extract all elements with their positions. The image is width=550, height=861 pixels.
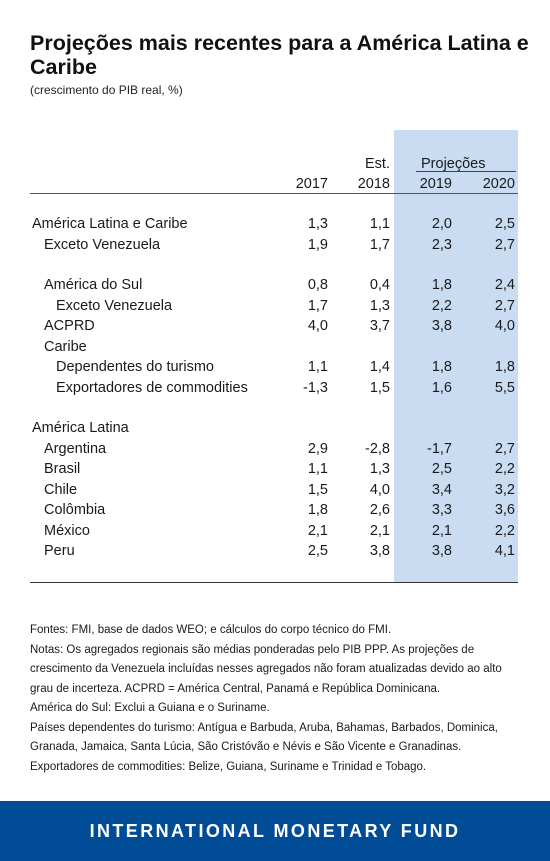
bottom-rule (30, 582, 518, 583)
row-value: 1,7 (369, 236, 390, 253)
row-value: 2,3 (431, 236, 452, 253)
row-value: 2,4 (494, 277, 515, 293)
row-value: 3,7 (369, 318, 390, 334)
row-value: 2,0 (431, 216, 452, 232)
row-value: 0,4 (369, 277, 390, 293)
chart-subtitle: (crescimento do PIB real, %) (30, 83, 183, 97)
row-label: Chile (44, 481, 78, 498)
row-value: 1,3 (369, 461, 390, 477)
chart-title: Projeções mais recentes para a América L… (30, 31, 529, 79)
note-south-america: América do Sul: Exclui a Guiana e o Suri… (30, 702, 270, 714)
row-label: Argentina (44, 440, 107, 457)
row-label: América Latina (32, 420, 129, 436)
row-value: 2,6 (369, 502, 390, 518)
row-label: México (44, 522, 90, 539)
projections-underline (416, 171, 516, 172)
row-value: 1,3 (369, 297, 390, 314)
row-label: América do Sul (44, 277, 143, 293)
source-notes: Fontes: FMI, base de dados WEO; e cálcul… (30, 621, 525, 777)
imf-footer-banner: INTERNATIONAL MONETARY FUND (0, 801, 550, 861)
row-label: Exceto Venezuela (44, 236, 161, 253)
row-value: 2,1 (369, 522, 390, 539)
row-value: -1,3 (303, 379, 328, 396)
row-label: Peru (44, 543, 75, 559)
row-value: 1,3 (307, 216, 328, 232)
projection-columns-shade (394, 130, 518, 583)
row-value: 1,1 (307, 359, 328, 375)
row-value: 3,8 (369, 543, 390, 559)
row-label: ACPRD (44, 318, 95, 334)
row-label: Colômbia (44, 502, 106, 518)
row-value: 2,5 (307, 543, 328, 559)
projections-table: Est. Projeções 2017 2018 2019 2020 Améri… (30, 130, 520, 583)
header-year-2018: 2018 (357, 176, 390, 192)
header-projections-label: Projeções (421, 156, 486, 172)
row-value: 1,8 (431, 359, 452, 375)
row-value: 4,0 (494, 318, 515, 334)
row-value: 1,8 (494, 359, 515, 375)
row-value: 5,5 (494, 379, 515, 396)
row-label: Exportadores de commodities (56, 379, 248, 396)
row-value: 1,9 (307, 236, 328, 253)
row-value: 2,2 (494, 461, 515, 477)
row-value: 1,1 (307, 461, 328, 477)
row-value: 2,7 (494, 297, 515, 314)
row-value: 4,1 (494, 543, 515, 559)
row-value: 1,1 (369, 216, 390, 232)
row-value: 1,4 (369, 359, 390, 375)
row-value: 2,5 (494, 216, 515, 232)
note-aggregates: Notas: Os agregados regionais são médias… (30, 643, 502, 695)
row-label: América Latina e Caribe (32, 216, 188, 232)
row-value: 2,7 (494, 440, 515, 457)
row-value: 2,9 (307, 440, 328, 457)
row-value: 2,7 (494, 236, 515, 253)
header-year-2019: 2019 (419, 176, 452, 192)
row-value: -2,8 (365, 440, 390, 457)
row-label: Caribe (44, 338, 87, 355)
row-label: Exceto Venezuela (56, 297, 173, 314)
note-sources: Fontes: FMI, base de dados WEO; e cálcul… (30, 624, 392, 636)
row-value: 2,1 (431, 522, 452, 539)
header-year-2017: 2017 (295, 176, 328, 192)
row-value: 2,5 (431, 461, 452, 477)
row-value: 3,6 (494, 502, 515, 518)
row-value: 2,1 (307, 522, 328, 539)
row-value: 1,5 (307, 481, 328, 498)
row-label: Dependentes do turismo (56, 359, 214, 375)
header-rule (30, 193, 518, 194)
imf-footer-text: INTERNATIONAL MONETARY FUND (89, 820, 461, 841)
row-value: 3,2 (494, 481, 515, 498)
row-value: 2,2 (494, 522, 515, 539)
row-label: Brasil (44, 461, 81, 477)
note-country-groups: Países dependentes do turismo: Antígua e… (30, 721, 498, 773)
row-value: 1,7 (307, 297, 328, 314)
row-value: 0,8 (307, 277, 328, 293)
row-value: 3,8 (431, 543, 452, 559)
row-value: -1,7 (427, 440, 452, 457)
row-value: 1,8 (307, 502, 328, 518)
row-value: 3,4 (431, 481, 452, 498)
row-value: 4,0 (307, 318, 328, 334)
row-value: 2,2 (431, 297, 452, 314)
header-year-2020: 2020 (482, 176, 515, 192)
row-value: 1,6 (431, 379, 452, 396)
header-est-label: Est. (365, 156, 390, 172)
row-value: 1,5 (369, 379, 390, 396)
row-value: 1,8 (431, 277, 452, 293)
row-value: 3,3 (431, 502, 452, 518)
row-value: 3,8 (431, 318, 452, 334)
row-value: 4,0 (369, 481, 390, 498)
